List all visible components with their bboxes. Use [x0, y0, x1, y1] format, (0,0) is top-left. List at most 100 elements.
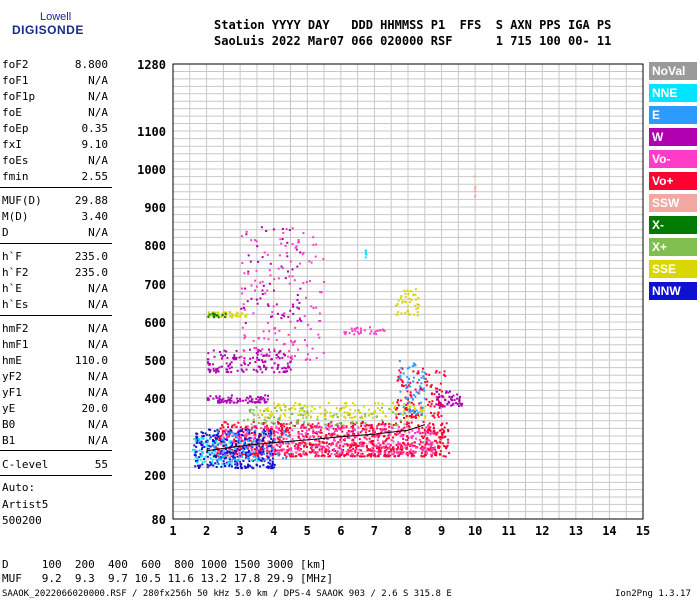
trace-line: [206, 424, 425, 452]
scatter-point: [437, 396, 440, 399]
scatter-point: [237, 431, 240, 434]
scatter-point: [267, 410, 270, 412]
scatter-point: [226, 356, 229, 359]
scatter-point: [312, 435, 315, 437]
scatter-point: [287, 435, 290, 438]
scatter-point: [202, 452, 204, 455]
scatter-point: [324, 418, 327, 421]
scatter-point: [254, 442, 257, 445]
param-value: 110.0: [74, 354, 108, 367]
scatter-point: [403, 426, 406, 429]
scatter-point: [399, 452, 402, 455]
scatter-point: [346, 431, 349, 434]
scatter-point: [363, 424, 366, 427]
scatter-point: [421, 410, 424, 413]
scatter-point: [337, 455, 340, 458]
scatter-point: [286, 449, 289, 452]
scatter-point: [270, 426, 273, 428]
scatter-point: [297, 436, 300, 439]
scatter-point: [211, 461, 213, 464]
scatter-point: [281, 227, 284, 230]
param-name: fxI: [2, 138, 22, 151]
scatter-point: [444, 455, 447, 458]
scatter-point: [246, 418, 249, 421]
scatter-point: [268, 417, 271, 420]
scatter-point: [304, 339, 306, 341]
param-value: N/A: [88, 90, 108, 103]
scatter-point: [292, 453, 294, 456]
scatter-point: [431, 400, 434, 403]
scatter-point: [363, 455, 366, 458]
scatter-point: [195, 456, 198, 459]
scatter-point: [267, 467, 270, 470]
scatter-point: [231, 316, 234, 319]
scatter-point: [200, 440, 203, 443]
scatter-point: [220, 452, 223, 455]
scatter-point: [282, 231, 285, 234]
scatter-point: [347, 433, 350, 436]
scatter-point: [393, 450, 396, 453]
scatter-point: [434, 439, 436, 442]
logo-lowell: Lowell: [40, 11, 72, 23]
scatter-point: [406, 376, 409, 379]
scatter-point: [210, 462, 213, 465]
scatter-point: [230, 453, 233, 456]
scatter-point: [302, 414, 304, 417]
scatter-point: [234, 426, 237, 429]
scatter-point: [279, 350, 282, 353]
scatter-point: [402, 372, 405, 375]
scatter-point: [270, 437, 273, 440]
scatter-point: [372, 428, 375, 431]
scatter-point: [345, 405, 348, 408]
scatter-point: [404, 409, 407, 412]
scatter-point: [366, 449, 369, 452]
scatter-point: [460, 404, 463, 407]
scatter-point: [359, 443, 362, 446]
scatter-point: [274, 438, 277, 441]
scatter-point: [240, 364, 243, 367]
scatter-point: [411, 443, 413, 446]
scatter-point: [301, 409, 304, 412]
scatter-point: [264, 441, 267, 444]
scatter-point: [265, 466, 268, 469]
scatter-point: [261, 361, 264, 364]
scatter-point: [305, 435, 308, 438]
scatter-point: [230, 361, 233, 364]
scatter-point: [412, 403, 415, 406]
scatter-point: [423, 389, 426, 392]
param-name: M(D): [2, 210, 29, 223]
scatter-point: [351, 330, 354, 332]
scatter-point: [326, 427, 329, 430]
scatter-point: [244, 335, 247, 338]
scatter-point: [402, 451, 405, 454]
scatter-point: [227, 435, 230, 438]
scatter-point: [262, 438, 265, 441]
scatter-point: [403, 423, 406, 426]
scatter-point: [365, 438, 368, 441]
scatter-point: [226, 432, 229, 435]
scatter-point: [440, 432, 443, 435]
scatter-point: [320, 436, 322, 439]
scatter-point: [276, 452, 279, 455]
scatter-point: [277, 421, 279, 423]
scatter-point: [255, 440, 258, 443]
scatter-point: [423, 455, 426, 457]
scatter-point: [258, 445, 261, 448]
scatter-point: [346, 450, 349, 453]
scatter-point: [395, 304, 398, 307]
scatter-point: [269, 441, 272, 444]
scatter-point: [273, 430, 276, 433]
scatter-point: [356, 422, 359, 424]
scatter-point: [254, 289, 256, 292]
scatter-point: [323, 413, 326, 416]
scatter-point: [376, 455, 379, 457]
scatter-point: [241, 467, 244, 470]
scatter-point: [314, 439, 317, 442]
scatter-point: [217, 316, 220, 319]
scatter-point: [350, 425, 353, 428]
scatter-point: [239, 315, 242, 318]
scatter-point: [379, 329, 382, 332]
scatter-point: [278, 445, 281, 448]
scatter-point: [420, 401, 423, 404]
scatter-point: [407, 422, 410, 425]
